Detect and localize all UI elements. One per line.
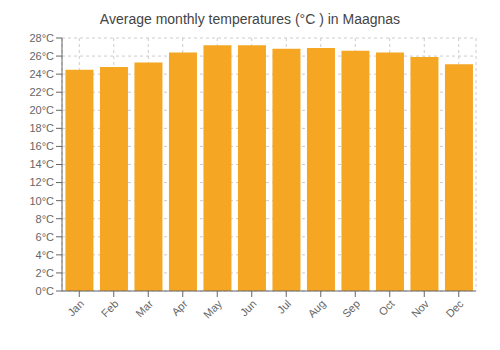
svg-text:Mar: Mar (133, 297, 155, 319)
svg-text:10°C: 10°C (29, 195, 54, 207)
svg-text:Sep: Sep (340, 297, 362, 319)
svg-text:Apr: Apr (169, 297, 190, 318)
svg-text:12°C: 12°C (29, 176, 54, 188)
svg-text:8°C: 8°C (36, 213, 55, 225)
svg-text:May: May (201, 297, 225, 321)
svg-text:6°C: 6°C (36, 231, 55, 243)
svg-text:18°C: 18°C (29, 122, 54, 134)
svg-text:Jul: Jul (275, 297, 293, 315)
svg-text:4°C: 4°C (36, 249, 55, 261)
svg-text:2°C: 2°C (36, 267, 55, 279)
svg-text:24°C: 24°C (29, 68, 54, 80)
svg-text:Dec: Dec (443, 297, 466, 320)
svg-text:Aug: Aug (305, 297, 327, 319)
svg-text:0°C: 0°C (36, 285, 55, 297)
svg-text:16°C: 16°C (29, 140, 54, 152)
svg-text:14°C: 14°C (29, 158, 54, 170)
svg-text:Nov: Nov (409, 297, 432, 320)
svg-text:Oct: Oct (376, 297, 397, 318)
svg-text:Jan: Jan (65, 297, 86, 318)
svg-text:26°C: 26°C (29, 50, 54, 62)
svg-text:20°C: 20°C (29, 104, 54, 116)
svg-text:28°C: 28°C (29, 32, 54, 44)
svg-text:Jun: Jun (238, 297, 259, 318)
svg-text:Feb: Feb (99, 297, 121, 319)
svg-text:22°C: 22°C (29, 86, 54, 98)
html-text:Average monthly temperatures (: Average monthly temperatures (°C ) in Ma… (99, 11, 401, 27)
